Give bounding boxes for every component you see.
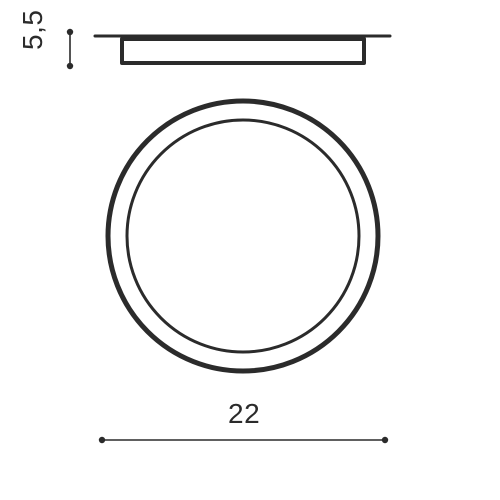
front-view-inner-circle bbox=[127, 120, 359, 352]
drawing-canvas: 5,5 22 bbox=[0, 0, 500, 500]
side-view-body bbox=[122, 39, 364, 63]
height-dim-dot-bottom bbox=[67, 63, 73, 69]
width-dim-dot-left bbox=[99, 437, 105, 443]
front-view-outer-circle bbox=[108, 101, 378, 371]
width-dim-dot-right bbox=[382, 437, 388, 443]
height-dimension-label: 5,5 bbox=[17, 10, 49, 50]
width-dimension-label: 22 bbox=[228, 398, 260, 430]
height-dim-dot-top bbox=[67, 29, 73, 35]
